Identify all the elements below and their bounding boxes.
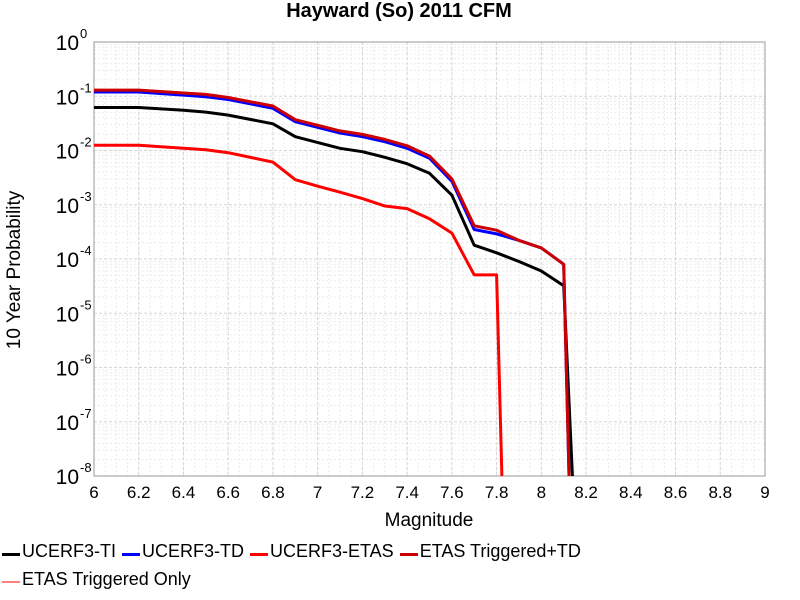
legend-item-etas-triggered-td: ETAS Triggered+TD xyxy=(398,541,581,562)
legend-label-ucerf3-ti: UCERF3-TI xyxy=(22,540,116,561)
x-tick-labels: 6 6.2 6.4 6.6 6.8 7 7.2 7.4 7.6 7.8 8 8.2 8.4 8.6 8.8 9 xyxy=(89,483,769,502)
y-tick-label: 10 -8 xyxy=(56,460,92,489)
x-tick-label: 7.2 xyxy=(351,483,375,502)
x-tick-label: 8.8 xyxy=(708,483,732,502)
legend-label-etas-triggered-only: ETAS Triggered Only xyxy=(22,568,191,589)
y-tick-base: 10 xyxy=(56,358,79,381)
y-axis-label: 10 Year Probability xyxy=(4,190,25,349)
y-tick-base: 10 xyxy=(56,466,79,489)
legend-swatch-ucerf3-td xyxy=(122,552,140,556)
x-tick-label: 7.4 xyxy=(395,483,419,502)
y-tick-exponent: -8 xyxy=(80,460,92,475)
legend-label-ucerf3-td: UCERF3-TD xyxy=(142,540,244,561)
y-tick-label: 10 -2 xyxy=(56,135,92,164)
y-tick-label: 10 -5 xyxy=(56,297,92,326)
series-line-ucerf3-etas xyxy=(94,143,504,476)
y-tick-exponent: -2 xyxy=(80,135,92,150)
series-line-etas-triggered-td xyxy=(94,88,571,476)
y-tick-exponent: -1 xyxy=(80,80,92,95)
y-tick-label: 10 -3 xyxy=(56,189,92,218)
chart: Hayward (So) 2011 CFM 6 6.2 6.4 6.6 6.8 7 7.2 7… xyxy=(4,0,770,531)
legend-item-ucerf3-ti: UCERF3-TI xyxy=(0,541,116,562)
y-tick-base: 10 xyxy=(56,249,79,272)
legend-label-ucerf3-etas: UCERF3-ETAS xyxy=(270,540,394,561)
legend-item-ucerf3-etas: UCERF3-ETAS xyxy=(248,541,394,562)
x-tick-label: 8.2 xyxy=(574,483,598,502)
x-tick-label: 6.8 xyxy=(261,483,285,502)
y-tick-label: 10 -6 xyxy=(56,352,92,381)
x-axis-label: Magnitude xyxy=(385,510,474,531)
x-tick-label: 7 xyxy=(313,483,322,502)
y-tick-label: 10 -4 xyxy=(56,243,92,272)
legend: UCERF3-TI UCERF3-TD UCERF3-ETAS ETAS Tri… xyxy=(0,537,800,593)
x-tick-label: 6.4 xyxy=(172,483,196,502)
y-tick-exponent: 0 xyxy=(80,26,87,41)
x-tick-label: 8.4 xyxy=(619,483,643,502)
y-tick-base: 10 xyxy=(56,32,79,55)
y-tick-base: 10 xyxy=(56,303,79,326)
x-tick-label: 8 xyxy=(537,483,546,502)
y-tick-base: 10 xyxy=(56,195,79,218)
y-tick-base: 10 xyxy=(56,141,79,164)
legend-label-etas-triggered-td: ETAS Triggered+TD xyxy=(419,540,581,561)
y-tick-label: 10 -1 xyxy=(56,80,92,109)
series-group xyxy=(94,88,574,476)
y-tick-exponent: -5 xyxy=(80,297,92,312)
x-tick-label: 6.6 xyxy=(216,483,240,502)
x-tick-label: 9 xyxy=(760,483,769,502)
y-tick-exponent: -3 xyxy=(80,189,92,204)
legend-row-1: UCERF3-TI UCERF3-TD UCERF3-ETAS ETAS Tri… xyxy=(0,537,800,565)
legend-swatch-ucerf3-etas xyxy=(250,552,268,556)
y-tick-base: 10 xyxy=(56,86,79,109)
legend-swatch-ucerf3-ti xyxy=(2,552,20,556)
legend-row-2: ETAS Triggered Only xyxy=(0,565,800,593)
x-tick-label: 6 xyxy=(89,483,98,502)
legend-item-etas-triggered-only: ETAS Triggered Only xyxy=(0,569,191,590)
y-tick-label: 10 0 xyxy=(56,26,88,55)
y-tick-base: 10 xyxy=(56,412,79,435)
x-tick-label: 8.6 xyxy=(664,483,688,502)
x-tick-label: 6.2 xyxy=(127,483,151,502)
chart-title: Hayward (So) 2011 CFM xyxy=(286,0,512,22)
y-tick-label: 10 -7 xyxy=(56,406,92,435)
legend-swatch-etas-triggered-td xyxy=(399,552,418,556)
y-tick-exponent: -4 xyxy=(80,243,92,258)
y-tick-exponent: -7 xyxy=(80,406,92,421)
y-tick-exponent: -6 xyxy=(80,352,92,367)
x-tick-label: 7.6 xyxy=(440,483,464,502)
legend-swatch-etas-triggered-only xyxy=(2,581,20,583)
plot-area xyxy=(93,41,766,477)
legend-item-ucerf3-td: UCERF3-TD xyxy=(120,541,244,562)
x-tick-label: 7.8 xyxy=(485,483,509,502)
series-line-ucerf3-ti xyxy=(94,106,574,476)
